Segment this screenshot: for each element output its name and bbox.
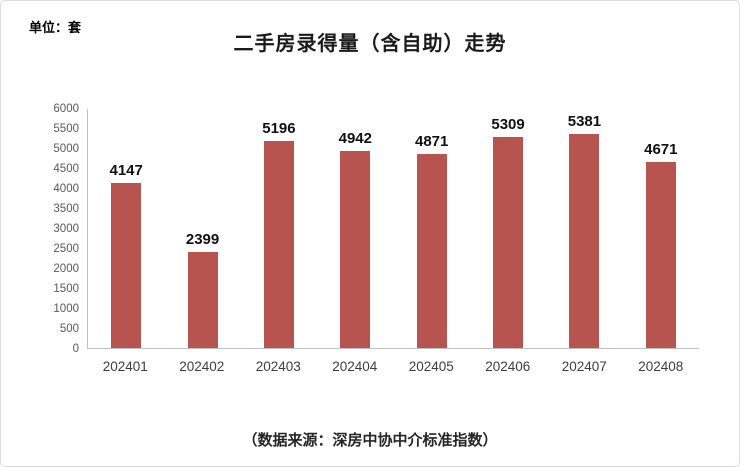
bar-202408 — [645, 161, 676, 348]
bar-slot: 4871 — [394, 109, 470, 348]
bar-value-label: 4147 — [109, 161, 143, 179]
x-tick-label: 202407 — [561, 359, 607, 374]
unit-label: 单位：套 — [29, 20, 82, 35]
x-axis: 202401 202402 202403 202404 202405 202406 2024… — [87, 350, 699, 374]
y-tick-label: 3500 — [53, 202, 79, 215]
x-tick-label: 202405 — [408, 359, 454, 374]
x-tick-label: 202404 — [332, 359, 378, 374]
bar-value-label: 4871 — [415, 132, 449, 150]
x-tick-label: 202403 — [255, 359, 301, 374]
y-tick-label: 500 — [59, 322, 79, 335]
y-tick-label: 3000 — [53, 222, 79, 235]
y-tick-label: 5500 — [53, 122, 79, 135]
bar-202404 — [340, 151, 371, 348]
bar-slot: 5381 — [546, 109, 622, 348]
y-tick-label: 1500 — [53, 282, 79, 295]
bar-202403 — [263, 141, 294, 348]
bar-202401 — [111, 182, 142, 348]
bar-chart: 0 500 1000 1500 2000 2500 3000 3500 4000 4500 5000… — [39, 103, 711, 389]
bar-slot: 4942 — [317, 109, 393, 348]
x-tick-label: 202406 — [485, 359, 531, 374]
bar-value-label: 5196 — [262, 120, 296, 138]
bar-slot: 5196 — [241, 109, 317, 348]
x-tick-label: 202408 — [638, 359, 684, 374]
bar-value-label: 4942 — [338, 130, 372, 148]
source-caption: （数据来源：深房中协中介标准指数） — [242, 432, 498, 449]
bar-202405 — [416, 153, 447, 348]
y-tick-label: 4000 — [53, 182, 79, 195]
y-axis: 0 500 1000 1500 2000 2500 3000 3500 4000 4500 5000… — [39, 103, 87, 354]
x-tick-label: 202401 — [102, 359, 148, 374]
chart-title: 二手房录得量（含自助）走势 — [233, 33, 507, 55]
plot-area: 4147 2399 5196 4942 4871 5309 5381 4671 — [87, 109, 699, 349]
bar-value-label: 5309 — [491, 115, 525, 133]
bar-slot: 4671 — [623, 109, 699, 348]
y-tick-label: 1000 — [53, 302, 79, 315]
bar-202407 — [569, 133, 600, 348]
bar-value-label: 2399 — [185, 231, 220, 249]
y-tick-label: 2000 — [53, 262, 79, 275]
bar-202402 — [187, 252, 218, 348]
bar-value-label: 4671 — [644, 140, 678, 158]
y-tick-label: 0 — [72, 342, 79, 355]
y-tick-label: 6000 — [53, 102, 79, 115]
bar-202406 — [493, 136, 524, 348]
x-tick-label: 202402 — [179, 359, 225, 374]
y-tick-label: 2500 — [53, 242, 79, 255]
bar-slot: 4147 — [88, 109, 164, 348]
bar-slot: 2399 — [164, 109, 240, 348]
bar-slot: 5309 — [470, 109, 546, 348]
bar-value-label: 5381 — [567, 112, 602, 130]
y-tick-label: 4500 — [53, 162, 79, 175]
y-tick-label: 5000 — [53, 142, 79, 155]
